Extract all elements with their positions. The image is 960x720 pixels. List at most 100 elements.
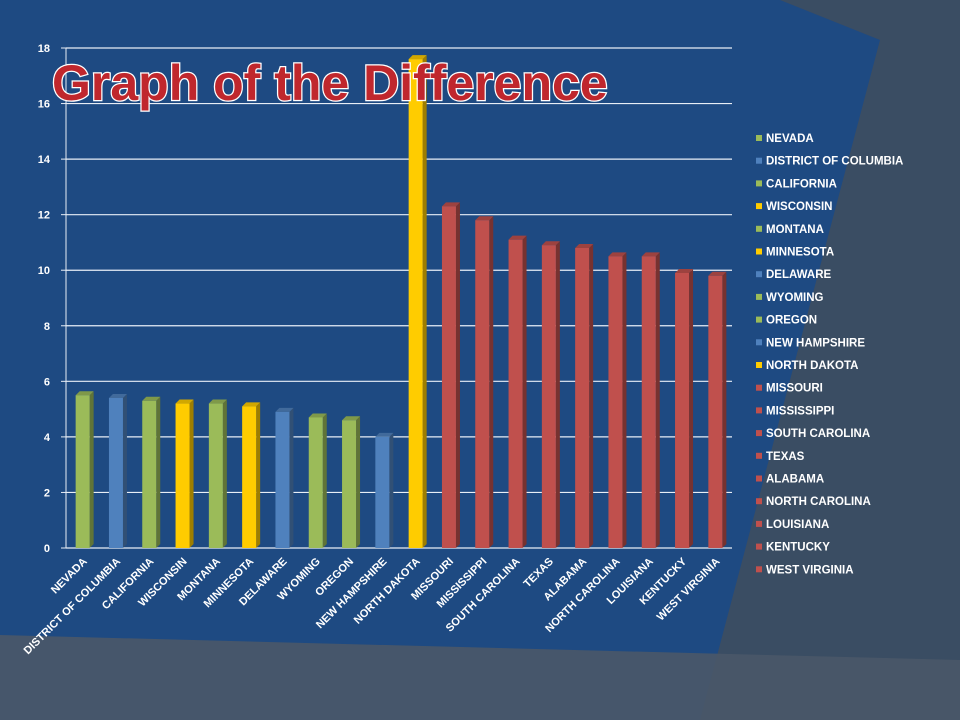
bar	[708, 271, 727, 548]
legend-item: NEVADA	[756, 133, 814, 145]
y-tick-label: 4	[44, 432, 51, 444]
bar-top	[441, 202, 460, 207]
bar	[342, 416, 361, 548]
bar-side	[156, 396, 161, 548]
bar-side	[689, 269, 694, 548]
bar-front	[108, 398, 123, 548]
legend-swatch	[756, 543, 762, 550]
bar-front	[541, 245, 556, 548]
bar-side	[589, 244, 594, 548]
legend-item: CALIFORNIA	[756, 178, 837, 190]
legend-item: MISSOURI	[756, 383, 823, 395]
legend-label: WYOMING	[766, 292, 824, 304]
bar-side	[322, 413, 327, 548]
bar-top	[641, 252, 660, 257]
bar-side	[356, 416, 361, 548]
bar-side	[89, 391, 94, 548]
legend-item: SOUTH CAROLINA	[756, 428, 870, 440]
bar-front	[375, 436, 390, 548]
bar-side	[455, 202, 460, 549]
legend-item: MONTANA	[756, 224, 824, 236]
bar-side	[655, 252, 660, 549]
y-tick-label: 14	[38, 154, 51, 166]
bar-top	[708, 271, 727, 276]
legend-swatch	[756, 157, 762, 164]
legend-label: CALIFORNIA	[766, 178, 837, 190]
legend-label: DISTRICT OF COLUMBIA	[766, 156, 903, 168]
legend-swatch	[756, 430, 762, 437]
frame-corner-right	[700, 0, 960, 720]
legend-swatch	[756, 293, 762, 300]
bar-front	[408, 59, 423, 548]
bar	[108, 394, 127, 548]
bar-side	[622, 252, 627, 549]
y-tick-label: 18	[38, 43, 50, 55]
legend-label: ALABAMA	[766, 474, 824, 486]
bar-front	[142, 400, 157, 548]
bar-front	[675, 273, 690, 548]
legend-swatch	[756, 203, 762, 210]
bar-top	[175, 399, 194, 404]
bar	[275, 407, 294, 548]
bar-top	[108, 394, 127, 398]
bar	[441, 202, 460, 549]
legend-label: MINNESOTA	[766, 247, 834, 259]
legend-item: NORTH CAROLINA	[756, 496, 871, 508]
legend-item: MINNESOTA	[756, 247, 834, 259]
bar-top	[375, 432, 394, 437]
legend-item: WYOMING	[756, 292, 824, 304]
bar-front	[208, 403, 223, 548]
bar	[242, 402, 261, 548]
legend-item: WISCONSIN	[756, 201, 832, 213]
legend-item: DISTRICT OF COLUMBIA	[756, 156, 903, 168]
bar-side	[189, 399, 194, 548]
legend-label: OREGON	[766, 315, 817, 327]
bar	[575, 244, 594, 548]
legend-label: NEVADA	[766, 133, 814, 145]
bar-top	[508, 235, 527, 240]
legend-label: NORTH CAROLINA	[766, 496, 871, 508]
bar-side	[422, 55, 427, 548]
bar-top	[142, 396, 161, 401]
legend-label: WEST VIRGINIA	[766, 564, 854, 576]
legend-swatch	[756, 271, 762, 278]
legend-swatch	[756, 135, 762, 141]
bar-side	[522, 235, 527, 548]
legend-swatch	[756, 362, 762, 368]
legend-item: NEW HAMPSHIRE	[756, 337, 865, 349]
legend-swatch	[756, 407, 762, 414]
legend: NEVADA DISTRICT OF COLUMBIA CALIFORNIA WISC…	[756, 133, 903, 576]
legend-item: NORTH DAKOTA	[756, 360, 858, 372]
bar-side	[222, 399, 227, 548]
bar-side	[722, 271, 727, 548]
frame-bottom-band	[0, 635, 960, 720]
legend-swatch	[756, 225, 762, 232]
legend-item: TEXAS	[756, 451, 805, 463]
bar-top	[475, 216, 494, 221]
bar	[475, 216, 494, 548]
bar-top	[308, 413, 327, 418]
bar-front	[75, 395, 90, 548]
legend-swatch	[756, 384, 762, 391]
bar-top	[275, 407, 294, 412]
bar-top	[242, 402, 261, 407]
bar-front	[308, 417, 323, 548]
bar-front	[475, 220, 490, 548]
legend-swatch	[756, 180, 762, 187]
legend-swatch	[756, 475, 762, 482]
legend-label: LOUISIANA	[766, 519, 829, 531]
legend-swatch	[756, 248, 762, 255]
legend-label: NORTH DAKOTA	[766, 360, 858, 372]
y-tick-label: 8	[44, 321, 50, 333]
y-tick-label: 16	[38, 99, 50, 111]
bar-top	[75, 391, 94, 396]
bar-front	[575, 248, 590, 548]
legend-item: KENTUCKY	[756, 542, 830, 554]
legend-label: MISSISSIPPI	[766, 405, 834, 417]
bar	[541, 241, 560, 548]
legend-item: OREGON	[756, 315, 817, 327]
bar	[175, 399, 194, 548]
